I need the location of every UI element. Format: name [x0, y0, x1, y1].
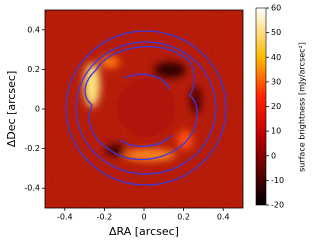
colorbar-tick-label: 60 — [271, 4, 281, 13]
x-tick-label: 0.4 — [217, 213, 230, 222]
x-tick-label: -0.2 — [97, 213, 113, 222]
colorbar-tick-label: 30 — [271, 77, 281, 86]
colorbar — [255, 7, 267, 206]
x-tick-label: 0 — [141, 213, 146, 222]
image — [45, 10, 243, 208]
x-tick-label: 0.2 — [177, 213, 190, 222]
y-tick-label: -0.2 — [24, 144, 40, 153]
colorbar-tick-label: 50 — [271, 28, 281, 37]
x-axis-label: ΔRA [arcsec] — [109, 225, 179, 238]
x-tick-label: -0.4 — [57, 213, 73, 222]
colorbar-tick-label: 20 — [271, 102, 281, 111]
colorbar-tick-label: -20 — [271, 201, 284, 210]
y-tick-label: 0.4 — [27, 25, 40, 34]
colorbar-tick-label: 10 — [271, 127, 281, 136]
colorbar-tick-label: -10 — [271, 176, 284, 185]
y-tick-label: 0 — [35, 105, 40, 114]
y-tick-label: 0.2 — [27, 65, 40, 74]
colorbar-tick-label: 40 — [271, 53, 281, 62]
colorbar-label: surface brightness [mJy/arcsec²] — [298, 42, 307, 172]
y-tick-label: -0.4 — [24, 184, 40, 193]
colorbar-tick-label: 0 — [271, 151, 276, 160]
y-axis-label: ΔDec [arcsec] — [5, 71, 18, 148]
